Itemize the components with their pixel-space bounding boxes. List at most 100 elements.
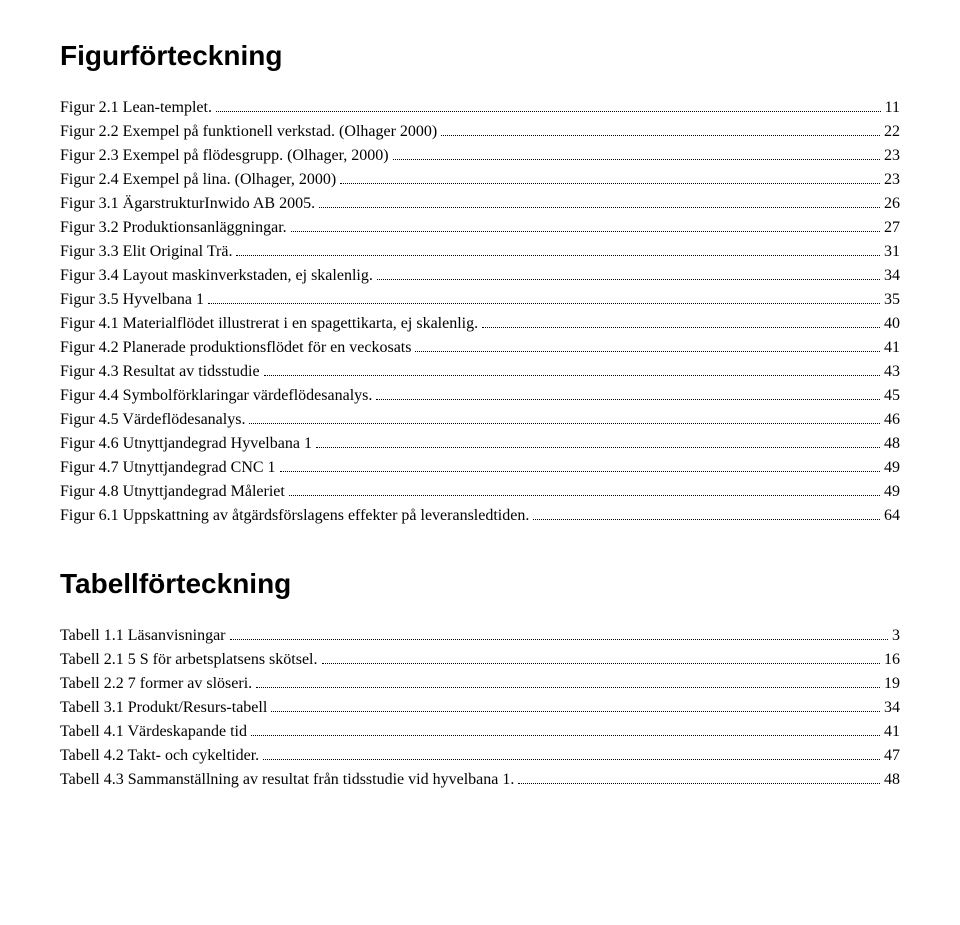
toc-leader-dots bbox=[230, 639, 889, 640]
toc-leader-dots bbox=[271, 711, 880, 712]
figure-entry: Figur 2.2 Exempel på funktionell verksta… bbox=[60, 120, 900, 144]
figure-entry-page: 31 bbox=[884, 240, 900, 264]
figure-entry-label: Figur 4.1 Materialflödet illustrerat i e… bbox=[60, 312, 478, 336]
table-entry-label: Tabell 2.1 5 S för arbetsplatsens skötse… bbox=[60, 648, 318, 672]
figure-entry: Figur 2.4 Exempel på lina. (Olhager, 200… bbox=[60, 168, 900, 192]
figure-entry-page: 11 bbox=[885, 96, 900, 120]
table-entry: Tabell 1.1 Läsanvisningar 3 bbox=[60, 624, 900, 648]
toc-leader-dots bbox=[376, 399, 880, 400]
tables-heading: Tabellförteckning bbox=[60, 568, 900, 600]
toc-leader-dots bbox=[249, 423, 880, 424]
figure-entry-label: Figur 4.7 Utnyttjandegrad CNC 1 bbox=[60, 456, 276, 480]
figures-toc: Figur 2.1 Lean-templet. 11 Figur 2.2 Exemp… bbox=[60, 96, 900, 528]
toc-leader-dots bbox=[263, 759, 880, 760]
figure-entry: Figur 4.3 Resultat av tidsstudie 43 bbox=[60, 360, 900, 384]
table-entry-page: 3 bbox=[892, 624, 900, 648]
figure-entry-page: 23 bbox=[884, 168, 900, 192]
figure-entry-label: Figur 4.6 Utnyttjandegrad Hyvelbana 1 bbox=[60, 432, 312, 456]
figure-entry-label: Figur 4.3 Resultat av tidsstudie bbox=[60, 360, 260, 384]
toc-leader-dots bbox=[340, 183, 880, 184]
toc-leader-dots bbox=[289, 495, 880, 496]
toc-leader-dots bbox=[518, 783, 880, 784]
figures-heading: Figurförteckning bbox=[60, 40, 900, 72]
table-entry: Tabell 2.2 7 former av slöseri. 19 bbox=[60, 672, 900, 696]
toc-leader-dots bbox=[482, 327, 880, 328]
table-entry-label: Tabell 1.1 Läsanvisningar bbox=[60, 624, 226, 648]
figure-entry-page: 26 bbox=[884, 192, 900, 216]
toc-leader-dots bbox=[533, 519, 880, 520]
figure-entry-page: 22 bbox=[884, 120, 900, 144]
figure-entry: Figur 4.2 Planerade produktionsflödet fö… bbox=[60, 336, 900, 360]
toc-leader-dots bbox=[251, 735, 880, 736]
figure-entry: Figur 4.5 Värdeflödesanalys. 46 bbox=[60, 408, 900, 432]
figure-entry: Figur 4.8 Utnyttjandegrad Måleriet 49 bbox=[60, 480, 900, 504]
figure-entry-label: Figur 4.8 Utnyttjandegrad Måleriet bbox=[60, 480, 285, 504]
toc-leader-dots bbox=[256, 687, 880, 688]
table-entry: Tabell 2.1 5 S för arbetsplatsens skötse… bbox=[60, 648, 900, 672]
table-entry: Tabell 4.2 Takt- och cykeltider. 47 bbox=[60, 744, 900, 768]
figure-entry-label: Figur 3.2 Produktionsanläggningar. bbox=[60, 216, 287, 240]
figure-entry: Figur 2.3 Exempel på flödesgrupp. (Olhag… bbox=[60, 144, 900, 168]
figure-entry-page: 35 bbox=[884, 288, 900, 312]
figure-entry-label: Figur 2.2 Exempel på funktionell verksta… bbox=[60, 120, 437, 144]
toc-leader-dots bbox=[264, 375, 880, 376]
figure-entry-label: Figur 2.1 Lean-templet. bbox=[60, 96, 212, 120]
figure-entry: Figur 2.1 Lean-templet. 11 bbox=[60, 96, 900, 120]
figure-entry-page: 27 bbox=[884, 216, 900, 240]
figure-entry-label: Figur 2.3 Exempel på flödesgrupp. (Olhag… bbox=[60, 144, 389, 168]
table-entry-page: 16 bbox=[884, 648, 900, 672]
figure-entry: Figur 6.1 Uppskattning av åtgärdsförslag… bbox=[60, 504, 900, 528]
table-entry-page: 47 bbox=[884, 744, 900, 768]
table-entry: Tabell 4.3 Sammanställning av resultat f… bbox=[60, 768, 900, 792]
toc-leader-dots bbox=[415, 351, 880, 352]
figure-entry-label: Figur 3.4 Layout maskinverkstaden, ej sk… bbox=[60, 264, 373, 288]
figure-entry-page: 48 bbox=[884, 432, 900, 456]
figure-entry-label: Figur 3.1 ÄgarstrukturInwido AB 2005. bbox=[60, 192, 315, 216]
table-entry-label: Tabell 4.3 Sammanställning av resultat f… bbox=[60, 768, 514, 792]
figure-entry-label: Figur 4.2 Planerade produktionsflödet fö… bbox=[60, 336, 411, 360]
toc-leader-dots bbox=[236, 255, 880, 256]
table-entry-label: Tabell 2.2 7 former av slöseri. bbox=[60, 672, 252, 696]
table-entry: Tabell 3.1 Produkt/Resurs-tabell 34 bbox=[60, 696, 900, 720]
figure-entry-page: 41 bbox=[884, 336, 900, 360]
table-entry: Tabell 4.1 Värdeskapande tid41 bbox=[60, 720, 900, 744]
toc-leader-dots bbox=[322, 663, 881, 664]
figure-entry-label: Figur 3.3 Elit Original Trä. bbox=[60, 240, 232, 264]
figure-entry-label: Figur 4.5 Värdeflödesanalys. bbox=[60, 408, 245, 432]
toc-leader-dots bbox=[216, 111, 881, 112]
tables-toc: Tabell 1.1 Läsanvisningar 3 Tabell 2.1 5 S… bbox=[60, 624, 900, 792]
figure-entry-page: 49 bbox=[884, 456, 900, 480]
figure-entry-page: 23 bbox=[884, 144, 900, 168]
figure-entry: Figur 4.4 Symbolförklaringar värdeflödes… bbox=[60, 384, 900, 408]
table-entry-label: Tabell 4.2 Takt- och cykeltider. bbox=[60, 744, 259, 768]
toc-leader-dots bbox=[291, 231, 880, 232]
figure-entry-label: Figur 4.4 Symbolförklaringar värdeflödes… bbox=[60, 384, 372, 408]
figure-entry-page: 46 bbox=[884, 408, 900, 432]
figure-entry-page: 64 bbox=[884, 504, 900, 528]
toc-leader-dots bbox=[319, 207, 880, 208]
figure-entry-page: 49 bbox=[884, 480, 900, 504]
figure-entry: Figur 4.7 Utnyttjandegrad CNC 1 49 bbox=[60, 456, 900, 480]
figure-entry-page: 40 bbox=[884, 312, 900, 336]
table-entry-page: 48 bbox=[884, 768, 900, 792]
toc-leader-dots bbox=[441, 135, 880, 136]
figure-entry-label: Figur 6.1 Uppskattning av åtgärdsförslag… bbox=[60, 504, 529, 528]
table-entry-label: Tabell 3.1 Produkt/Resurs-tabell bbox=[60, 696, 267, 720]
toc-leader-dots bbox=[208, 303, 880, 304]
table-entry-page: 19 bbox=[884, 672, 900, 696]
figure-entry-label: Figur 3.5 Hyvelbana 1 bbox=[60, 288, 204, 312]
table-entry-page: 34 bbox=[884, 696, 900, 720]
toc-leader-dots bbox=[316, 447, 880, 448]
figure-entry: Figur 4.6 Utnyttjandegrad Hyvelbana 1 48 bbox=[60, 432, 900, 456]
toc-leader-dots bbox=[393, 159, 880, 160]
figure-entry: Figur 4.1 Materialflödet illustrerat i e… bbox=[60, 312, 900, 336]
figure-entry-page: 43 bbox=[884, 360, 900, 384]
table-entry-page: 41 bbox=[884, 720, 900, 744]
figure-entry: Figur 3.2 Produktionsanläggningar. 27 bbox=[60, 216, 900, 240]
figure-entry-label: Figur 2.4 Exempel på lina. (Olhager, 200… bbox=[60, 168, 336, 192]
figure-entry: Figur 3.3 Elit Original Trä. 31 bbox=[60, 240, 900, 264]
figure-entry-page: 45 bbox=[884, 384, 900, 408]
figure-entry: Figur 3.5 Hyvelbana 1 35 bbox=[60, 288, 900, 312]
toc-leader-dots bbox=[280, 471, 880, 472]
toc-leader-dots bbox=[377, 279, 880, 280]
